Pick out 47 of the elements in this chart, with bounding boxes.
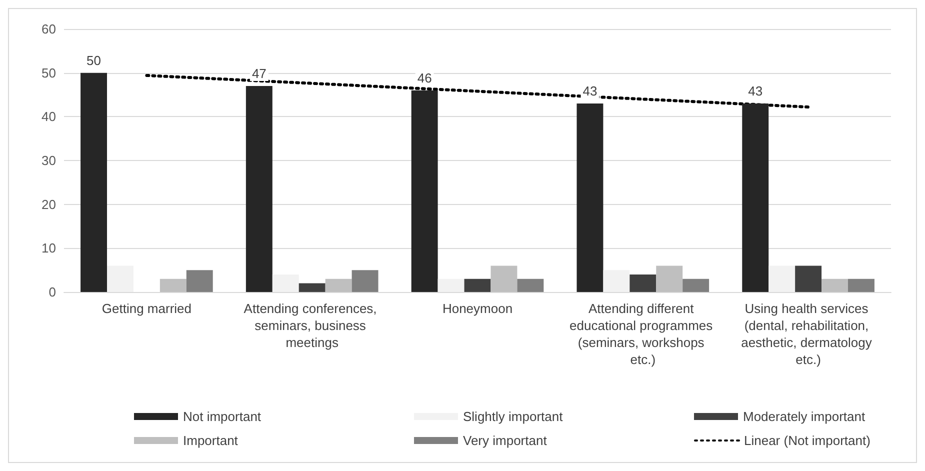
legend-label: Moderately important [743, 409, 866, 424]
bar [490, 266, 518, 292]
bar [186, 270, 213, 292]
bar [822, 278, 848, 292]
x-tick-label: Honeymoon [442, 301, 513, 316]
x-tick-label: Attending different educational programmes (seminars, workshops etc.) [570, 301, 716, 367]
bar [272, 274, 299, 292]
bar [107, 266, 134, 292]
bar [160, 278, 186, 292]
data-label: 46 [417, 70, 432, 86]
y-tick-label: 0 [48, 284, 56, 300]
bar [603, 270, 630, 292]
y-tick-label: 50 [42, 65, 56, 80]
legend-label: Not important [183, 409, 262, 424]
data-label: 47 [252, 66, 266, 81]
data-label: 43 [582, 84, 598, 99]
bar [742, 104, 769, 292]
x-tick-label: Using health services (dental, rehabilitation, aesthetic, dermatology etc.) [741, 301, 876, 367]
bar [682, 278, 710, 292]
bar [576, 104, 604, 292]
bar [80, 72, 108, 292]
bar [795, 266, 822, 292]
legend-label: Important [183, 433, 238, 448]
bar [246, 86, 272, 292]
legend-label: Linear (Not important) [744, 433, 870, 448]
bar [464, 278, 491, 292]
bar [298, 283, 326, 292]
bar [517, 278, 544, 292]
y-tick-label: 20 [42, 196, 56, 212]
y-tick-label: 30 [42, 153, 56, 168]
bar [630, 274, 656, 292]
y-tick-label: 40 [42, 109, 56, 124]
legend-label: Very important [463, 433, 548, 448]
bar [411, 90, 438, 292]
bar [325, 278, 352, 292]
bar [438, 278, 464, 292]
bar [656, 266, 683, 292]
legend-label: Slightly important [463, 409, 564, 424]
bar [352, 270, 378, 292]
x-tick-label: Attending conferences, seminars, business meetings [244, 301, 380, 350]
y-tick-label: 10 [42, 240, 56, 256]
bar [848, 278, 874, 292]
y-tick-label: 60 [42, 22, 56, 36]
bar [768, 266, 796, 292]
data-label: 50 [86, 52, 102, 68]
data-label: 43 [748, 84, 763, 99]
x-tick-label: Getting married [102, 301, 192, 316]
